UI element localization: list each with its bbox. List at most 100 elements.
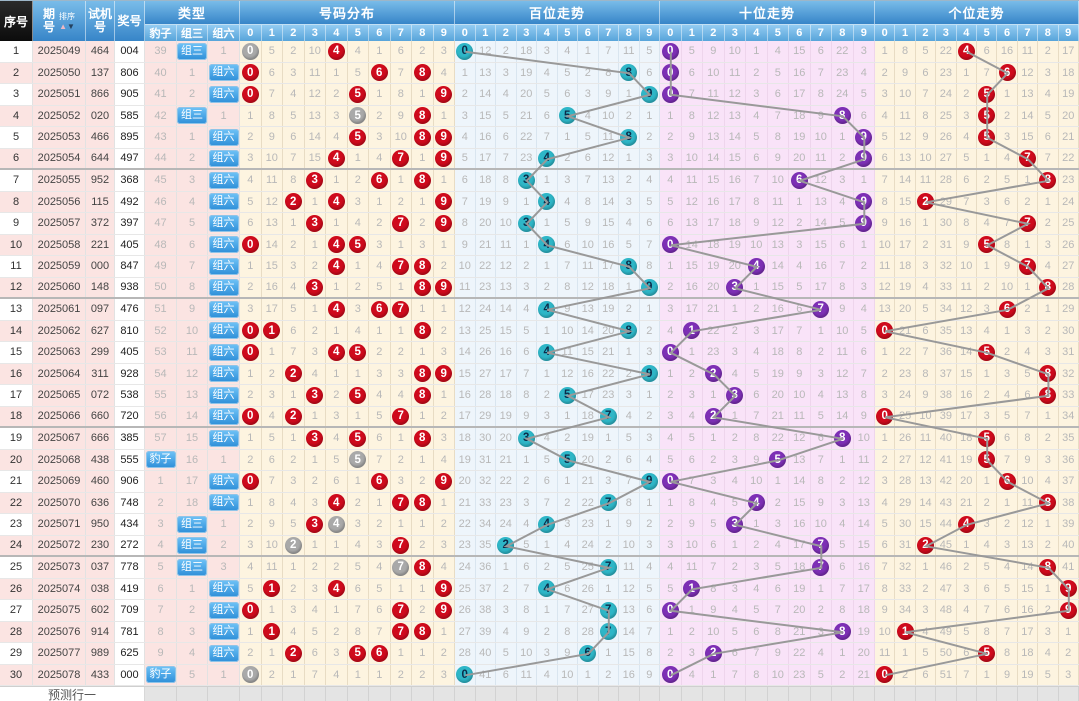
units-cell: 41 [1058, 557, 1079, 578]
missing-count: 6 [922, 668, 929, 681]
units-cell: 2 [915, 578, 937, 599]
type-missing-count: 11 [186, 346, 198, 359]
units-cell: 8 [1038, 385, 1059, 406]
missing-count: 33 [939, 281, 952, 294]
missing-count: 4 [461, 131, 468, 144]
units-cell: 9 [997, 664, 1018, 685]
missing-count: 13 [479, 66, 492, 79]
type-cell: 组六 [208, 643, 240, 664]
units-cell: 5 [976, 342, 998, 363]
type-missing-count: 3 [220, 561, 227, 574]
tens-cell: 8 [832, 600, 854, 621]
drawn-digit-ball: 0 [456, 666, 474, 684]
hundreds-cell: 0 [455, 664, 476, 685]
sort-asc-icon[interactable]: ▲ [59, 21, 67, 31]
type-cell: 组六 [208, 320, 240, 341]
missing-count: 6 [625, 453, 632, 466]
type-cell: 1 [208, 449, 240, 470]
units-cell: 5 [875, 127, 896, 148]
missing-count: 5 [502, 109, 509, 122]
hundreds-cell: 10 [557, 320, 578, 341]
tens-cell: 17 [789, 84, 811, 105]
missing-count: 18 [793, 109, 806, 122]
tens-cell: 10 [810, 514, 832, 535]
test-number-cell: 952 [86, 170, 115, 191]
missing-count: 2 [646, 410, 653, 423]
units-cell: 1 [956, 535, 977, 555]
sort-arrows[interactable]: ▲▼ [59, 21, 75, 31]
type-missing-count: 46 [154, 195, 167, 208]
missing-count: 28 [458, 647, 471, 660]
missing-count: 2 [354, 174, 361, 187]
hundreds-cell: 20 [598, 320, 619, 341]
tens-cell: 16 [767, 299, 789, 320]
missing-count: 22 [499, 475, 512, 488]
sort-control[interactable]: 排序 ▲▼ [58, 12, 76, 31]
dist-cell: 8 [412, 621, 434, 642]
missing-count: 1 [1024, 238, 1031, 251]
missing-count: 3 [354, 303, 361, 316]
seq-cell: 3 [0, 84, 33, 105]
type-cell: 16 [177, 449, 208, 470]
missing-count: 3 [333, 109, 340, 122]
cell-value: 2025063 [37, 346, 81, 359]
dist-cell: 10 [261, 535, 283, 555]
type-missing-count: 40 [154, 66, 167, 79]
hundreds-cell: 23 [455, 535, 476, 555]
units-cell: 2 [915, 191, 937, 212]
missing-count: 6 [523, 346, 530, 359]
missing-count: 45 [939, 539, 952, 552]
footer-empty-cell [598, 687, 619, 701]
type-badge: 组六 [208, 623, 239, 641]
units-cell: 2 [956, 557, 977, 578]
hundreds-cell: 4 [557, 41, 578, 62]
dist-cell: 7 [390, 256, 412, 277]
missing-count: 17 [581, 389, 594, 402]
hundreds-cell: 5 [639, 578, 660, 599]
missing-count: 1 [333, 281, 340, 294]
units-cell: 14 [1017, 105, 1039, 126]
hundreds-cell: 29 [475, 406, 496, 426]
missing-count: 5 [753, 131, 760, 144]
tens-cell: 3 [660, 535, 682, 555]
units-cell: 40 [936, 428, 957, 449]
missing-count: 26 [898, 432, 912, 445]
missing-count: 14 [685, 238, 698, 251]
dist-cell: 3 [304, 514, 326, 535]
prize-number-cell: 555 [115, 449, 145, 470]
missing-count: 9 [817, 496, 824, 509]
tens-cell: 4 [703, 492, 725, 513]
missing-count: 2 [333, 389, 340, 402]
type-cell: 1 [145, 471, 177, 492]
hundreds-cell: 4 [557, 191, 578, 212]
missing-count: 4 [646, 174, 653, 187]
drawn-digit-ball: 0 [241, 343, 259, 361]
sort-desc-icon[interactable]: ▼ [66, 21, 75, 31]
tens-cell: 20 [789, 600, 811, 621]
units-cell: 39 [936, 406, 957, 426]
hundreds-cell: 16 [578, 363, 599, 384]
missing-count: 7 [564, 260, 571, 273]
units-cell: 5 [915, 299, 937, 320]
missing-count: 3 [963, 109, 970, 122]
prize-number-cell: 385 [115, 428, 145, 449]
missing-count: 24 [836, 88, 849, 101]
table-row: 19 2025067 666 385 57 15 组六 1 5 1 3 4 5 6 1 8 3 18 30 20 3 4 2… [0, 428, 1079, 450]
missing-count: 1 [523, 195, 530, 208]
missing-count: 21 [771, 410, 784, 423]
units-cell: 31 [895, 535, 916, 555]
missing-count: 4 [247, 174, 254, 187]
missing-count: 6 [817, 432, 824, 445]
drawn-digit-ball: 4 [957, 515, 975, 533]
missing-count: 16 [793, 518, 806, 531]
test-number-cell: 148 [86, 277, 115, 297]
tens-cell: 3 [681, 385, 703, 406]
missing-count: 5 [731, 496, 738, 509]
tens-cell: 3 [832, 170, 854, 191]
missing-count: 17 [960, 410, 973, 423]
missing-count: 9 [605, 88, 612, 101]
drawn-digit-ball: 5 [978, 85, 996, 103]
type-cell: 1 [208, 514, 240, 535]
tens-cell: 7 [681, 84, 703, 105]
header-type-columns: 豹子 组三 组六 [145, 25, 240, 41]
